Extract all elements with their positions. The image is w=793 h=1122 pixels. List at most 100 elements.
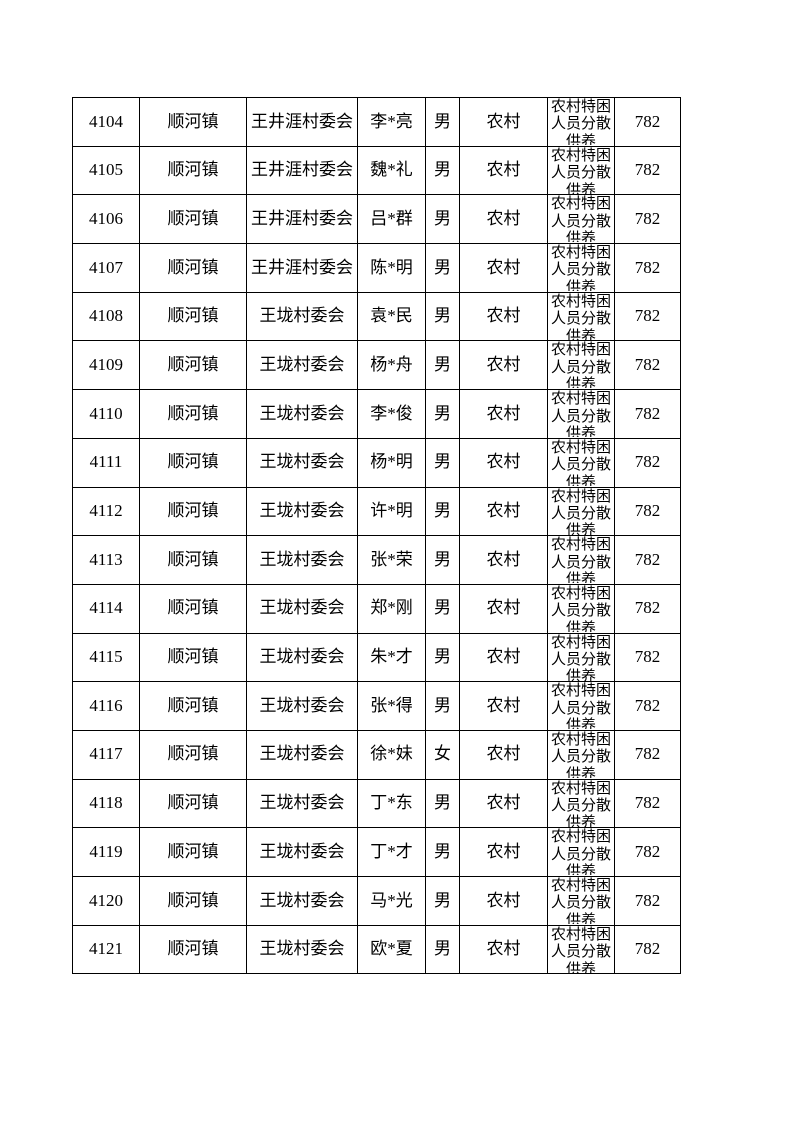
aid-type-text: 农村特困人员分散供养 bbox=[550, 926, 611, 973]
aid-type-text: 农村特困人员分散供养 bbox=[550, 683, 611, 730]
cell-amount: 782 bbox=[614, 243, 681, 293]
cell-town: 顺河镇 bbox=[139, 876, 247, 926]
welfare-roster-table: 4104 顺河镇 王井涯村委会 李*亮 男 农村 农村特困人员分散供养 782 … bbox=[72, 97, 681, 975]
cell-aid-type: 农村特困人员分散供养 bbox=[547, 535, 615, 585]
cell-town: 顺河镇 bbox=[139, 827, 247, 877]
table-row: 4114 顺河镇 王垅村委会 郑*刚 男 农村 农村特困人员分散供养 782 bbox=[72, 583, 681, 634]
cell-village: 王垅村委会 bbox=[246, 437, 358, 488]
cell-seq: 4121 bbox=[72, 924, 140, 975]
cell-town: 顺河镇 bbox=[139, 97, 247, 147]
cell-amount: 782 bbox=[614, 632, 681, 683]
cell-aid-type: 农村特困人员分散供养 bbox=[547, 291, 615, 342]
cell-seq: 4114 bbox=[72, 583, 140, 634]
cell-town: 顺河镇 bbox=[139, 583, 247, 634]
cell-village: 王垅村委会 bbox=[246, 827, 358, 877]
cell-village: 王垅村委会 bbox=[246, 729, 358, 780]
aid-type-text: 农村特困人员分散供养 bbox=[550, 634, 611, 681]
cell-seq: 4115 bbox=[72, 632, 140, 683]
cell-name: 魏*礼 bbox=[357, 145, 426, 196]
cell-aid-type: 农村特困人员分散供养 bbox=[547, 194, 615, 245]
cell-name: 欧*夏 bbox=[357, 924, 426, 975]
cell-seq: 4104 bbox=[72, 97, 140, 147]
cell-village: 王垅村委会 bbox=[246, 583, 358, 634]
cell-category: 农村 bbox=[459, 437, 548, 488]
cell-category: 农村 bbox=[459, 632, 548, 683]
aid-type-text: 农村特困人员分散供养 bbox=[550, 342, 611, 389]
cell-town: 顺河镇 bbox=[139, 535, 247, 585]
cell-category: 农村 bbox=[459, 924, 548, 975]
cell-gender: 男 bbox=[425, 340, 460, 391]
cell-town: 顺河镇 bbox=[139, 389, 247, 439]
cell-village: 王井涯村委会 bbox=[246, 97, 358, 147]
table-row: 4106 顺河镇 王井涯村委会 吕*群 男 农村 农村特困人员分散供养 782 bbox=[72, 194, 681, 245]
cell-gender: 男 bbox=[425, 876, 460, 926]
cell-name: 徐*妹 bbox=[357, 729, 426, 780]
cell-category: 农村 bbox=[459, 535, 548, 585]
table-row: 4119 顺河镇 王垅村委会 丁*才 男 农村 农村特困人员分散供养 782 bbox=[72, 827, 681, 877]
cell-village: 王垅村委会 bbox=[246, 876, 358, 926]
cell-gender: 男 bbox=[425, 583, 460, 634]
cell-village: 王垅村委会 bbox=[246, 535, 358, 585]
cell-village: 王垅村委会 bbox=[246, 389, 358, 439]
aid-type-text: 农村特困人员分散供养 bbox=[550, 488, 611, 535]
aid-type-text: 农村特困人员分散供养 bbox=[550, 391, 611, 438]
cell-town: 顺河镇 bbox=[139, 340, 247, 391]
aid-type-text: 农村特困人员分散供养 bbox=[550, 731, 611, 778]
cell-seq: 4117 bbox=[72, 729, 140, 780]
cell-town: 顺河镇 bbox=[139, 486, 247, 537]
cell-seq: 4112 bbox=[72, 486, 140, 537]
aid-type-text: 农村特困人员分散供养 bbox=[550, 829, 611, 876]
cell-amount: 782 bbox=[614, 340, 681, 391]
cell-seq: 4110 bbox=[72, 389, 140, 439]
table-row: 4117 顺河镇 王垅村委会 徐*妹 女 农村 农村特困人员分散供养 782 bbox=[72, 729, 681, 780]
cell-amount: 782 bbox=[614, 486, 681, 537]
cell-seq: 4120 bbox=[72, 876, 140, 926]
cell-gender: 男 bbox=[425, 243, 460, 293]
cell-gender: 男 bbox=[425, 194, 460, 245]
cell-town: 顺河镇 bbox=[139, 145, 247, 196]
cell-name: 丁*才 bbox=[357, 827, 426, 877]
cell-gender: 男 bbox=[425, 681, 460, 731]
table-row: 4111 顺河镇 王垅村委会 杨*明 男 农村 农村特困人员分散供养 782 bbox=[72, 437, 681, 488]
cell-aid-type: 农村特困人员分散供养 bbox=[547, 778, 615, 829]
cell-aid-type: 农村特困人员分散供养 bbox=[547, 437, 615, 488]
cell-name: 马*光 bbox=[357, 876, 426, 926]
cell-category: 农村 bbox=[459, 681, 548, 731]
aid-type-text: 农村特困人员分散供养 bbox=[550, 780, 611, 827]
cell-aid-type: 农村特困人员分散供养 bbox=[547, 340, 615, 391]
table-row: 4115 顺河镇 王垅村委会 朱*才 男 农村 农村特困人员分散供养 782 bbox=[72, 632, 681, 683]
cell-village: 王井涯村委会 bbox=[246, 194, 358, 245]
aid-type-text: 农村特困人员分散供养 bbox=[550, 196, 611, 243]
cell-name: 张*得 bbox=[357, 681, 426, 731]
aid-type-text: 农村特困人员分散供养 bbox=[550, 585, 611, 632]
cell-gender: 男 bbox=[425, 145, 460, 196]
cell-name: 李*俊 bbox=[357, 389, 426, 439]
cell-category: 农村 bbox=[459, 194, 548, 245]
cell-town: 顺河镇 bbox=[139, 681, 247, 731]
cell-amount: 782 bbox=[614, 97, 681, 147]
cell-gender: 男 bbox=[425, 778, 460, 829]
cell-aid-type: 农村特困人员分散供养 bbox=[547, 145, 615, 196]
cell-aid-type: 农村特困人员分散供养 bbox=[547, 97, 615, 147]
cell-amount: 782 bbox=[614, 389, 681, 439]
cell-aid-type: 农村特困人员分散供养 bbox=[547, 681, 615, 731]
cell-town: 顺河镇 bbox=[139, 729, 247, 780]
cell-amount: 782 bbox=[614, 778, 681, 829]
aid-type-text: 农村特困人员分散供养 bbox=[550, 245, 611, 292]
cell-amount: 782 bbox=[614, 437, 681, 488]
cell-category: 农村 bbox=[459, 291, 548, 342]
cell-amount: 782 bbox=[614, 827, 681, 877]
cell-aid-type: 农村特困人员分散供养 bbox=[547, 583, 615, 634]
cell-aid-type: 农村特困人员分散供养 bbox=[547, 924, 615, 975]
cell-aid-type: 农村特困人员分散供养 bbox=[547, 729, 615, 780]
cell-town: 顺河镇 bbox=[139, 924, 247, 975]
cell-aid-type: 农村特困人员分散供养 bbox=[547, 876, 615, 926]
cell-aid-type: 农村特困人员分散供养 bbox=[547, 389, 615, 439]
cell-gender: 男 bbox=[425, 827, 460, 877]
aid-type-text: 农村特困人员分散供养 bbox=[550, 99, 611, 145]
cell-amount: 782 bbox=[614, 291, 681, 342]
aid-type-text: 农村特困人员分散供养 bbox=[550, 293, 611, 340]
cell-village: 王垅村委会 bbox=[246, 291, 358, 342]
cell-aid-type: 农村特困人员分散供养 bbox=[547, 243, 615, 293]
cell-gender: 男 bbox=[425, 291, 460, 342]
